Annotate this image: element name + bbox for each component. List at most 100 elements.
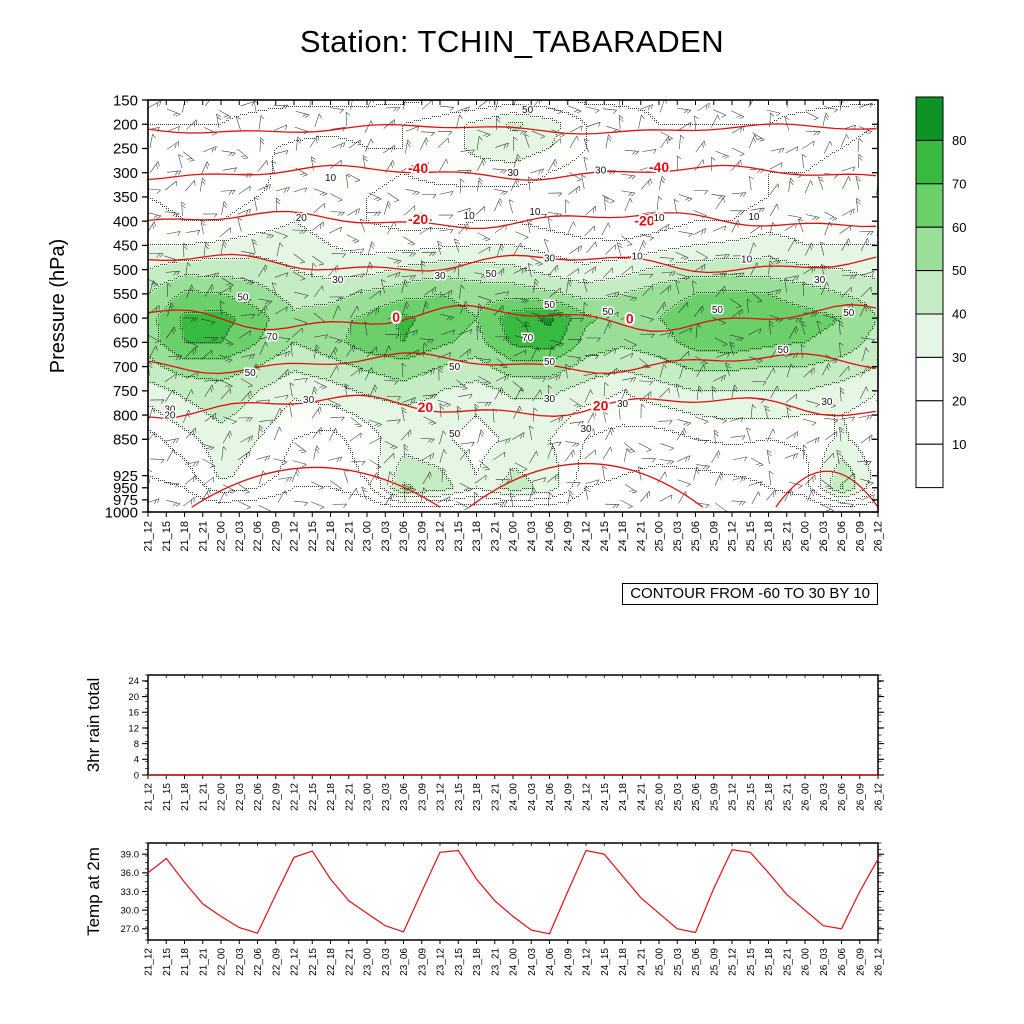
time-tick-label: 23_03 [381,948,392,976]
colorbar-swatch [915,356,944,402]
time-tick-label: 25_09 [709,948,720,976]
time-tick-label: 23_12 [435,521,447,552]
time-tick-label: 22_18 [325,521,337,552]
time-tick-label: 21_12 [144,783,155,811]
black-contour-label: 50 [449,362,461,373]
time-tick-label: 26_12 [874,948,885,976]
time-tick-label: 25_18 [763,521,775,552]
red-contour-label: -40 [649,159,669,175]
time-tick-label: 25_12 [728,783,739,811]
colorbar-tick-label: 10 [952,437,966,452]
time-tick-label: 22_06 [253,783,264,811]
pressure-tick-label: 850 [113,432,138,449]
contour-note: CONTOUR FROM -60 TO 30 BY 10 [622,583,878,605]
black-contour-label: 20 [164,411,176,422]
time-tick-label: 21_21 [198,948,209,976]
time-tick-label: 22_03 [234,521,246,552]
red-contour-line [147,164,877,181]
black-contour-label: 50 [237,292,249,303]
time-tick-label: 23_09 [416,521,428,552]
time-tick-label: 24_03 [526,521,538,552]
black-contour-label: 50 [486,269,498,280]
time-tick-label: 26_06 [836,521,848,552]
pressure-tick-label: 450 [113,238,138,255]
red-contour-line [147,210,877,230]
time-tick-label: 25_06 [691,783,702,811]
time-tick-label: 22_09 [271,783,282,811]
page-title: Station: TCHIN_TABARADEN [299,24,725,59]
black-contour-label: 10 [653,213,665,224]
time-tick-label: 21_12 [143,521,155,552]
time-tick-label: 25_09 [708,521,720,552]
y-tick-label: 24 [128,676,139,687]
pressure-tick-label: 600 [113,310,138,327]
time-tick-label: 26_03 [819,783,830,811]
pressure-tick-label: 550 [113,286,138,303]
black-contour-label: 50 [245,368,257,379]
colorbar-swatch [915,96,944,141]
time-tick-label: 25_03 [673,948,684,976]
pressure-tick-label: 400 [113,213,138,230]
colorbar-swatch [915,226,944,272]
time-tick-label: 24_12 [582,783,593,811]
black-contour-label: 30 [814,275,826,286]
time-tick-label: 23_00 [362,521,374,552]
time-tick-label: 25_06 [690,521,702,552]
black-contour-label: 30 [580,424,592,435]
data-line [147,849,879,935]
black-contour-label: 10 [529,207,541,218]
red-contour-label: -20 [634,213,654,229]
time-tick-label: 23_03 [381,783,392,811]
black-contour-label: 50 [544,300,556,311]
time-tick-label: 25_00 [655,783,666,811]
red-contour-arc [775,470,879,508]
time-tick-label: 24_06 [545,948,556,976]
pressure-tick-label: 350 [113,189,138,206]
time-tick-label: 25_21 [782,948,793,976]
colorbar-swatch [915,183,944,228]
time-tick-label: 22_21 [343,521,355,552]
colorbar-tick-label: 20 [952,393,966,408]
red-contour-line [147,123,877,135]
time-tick-label: 21_18 [179,521,191,552]
red-contour-arc [191,466,441,508]
time-tick-label: 22_06 [253,948,264,976]
black-contour-label: 10 [632,252,644,263]
time-tick-label: 22_00 [216,521,228,552]
time-tick-label: 25_06 [691,948,702,976]
time-tick-label: 23_15 [454,783,465,811]
pressure-tick-label: 150 [113,92,138,109]
time-tick-label: 24_18 [618,783,629,811]
panel-axis-title: Temp at 2m [84,847,103,936]
black-contour-label: 30 [434,271,446,282]
time-tick-label: 22_18 [326,948,337,976]
time-tick-label: 22_21 [344,948,355,976]
time-tick-label: 21_12 [144,948,155,976]
time-tick-label: 24_03 [527,948,538,976]
time-tick-label: 24_12 [582,948,593,976]
y-tick-label: 20 [128,692,139,703]
time-tick-label: 26_03 [819,948,830,976]
black-contour-label: 50 [602,307,614,318]
time-tick-label: 25_12 [727,521,739,552]
time-tick-label: 23_09 [417,948,428,976]
black-contour-label: 50 [544,357,556,368]
black-contour-label: 70 [522,333,534,344]
time-tick-label: 25_00 [654,521,666,552]
time-tick-label: 26_00 [800,521,812,552]
colorbar-swatch [915,139,944,185]
time-tick-label: 22_12 [289,521,301,552]
black-contour-label: 30 [821,397,833,408]
rain-chart: 0 4 8 12 16 20 24 21_12 21_15 21_18 21_21 22_00 22_0… [84,674,885,811]
time-tick-label: 23_03 [380,521,392,552]
time-tick-label: 22_00 [217,948,228,976]
time-tick-label: 24_21 [636,948,647,976]
pressure-tick-label: 500 [113,262,138,279]
time-tick-label: 23_12 [436,783,447,811]
time-tick-label: 26_12 [873,521,885,552]
time-tick-label: 22_15 [307,521,319,552]
time-tick-label: 24_09 [563,783,574,811]
